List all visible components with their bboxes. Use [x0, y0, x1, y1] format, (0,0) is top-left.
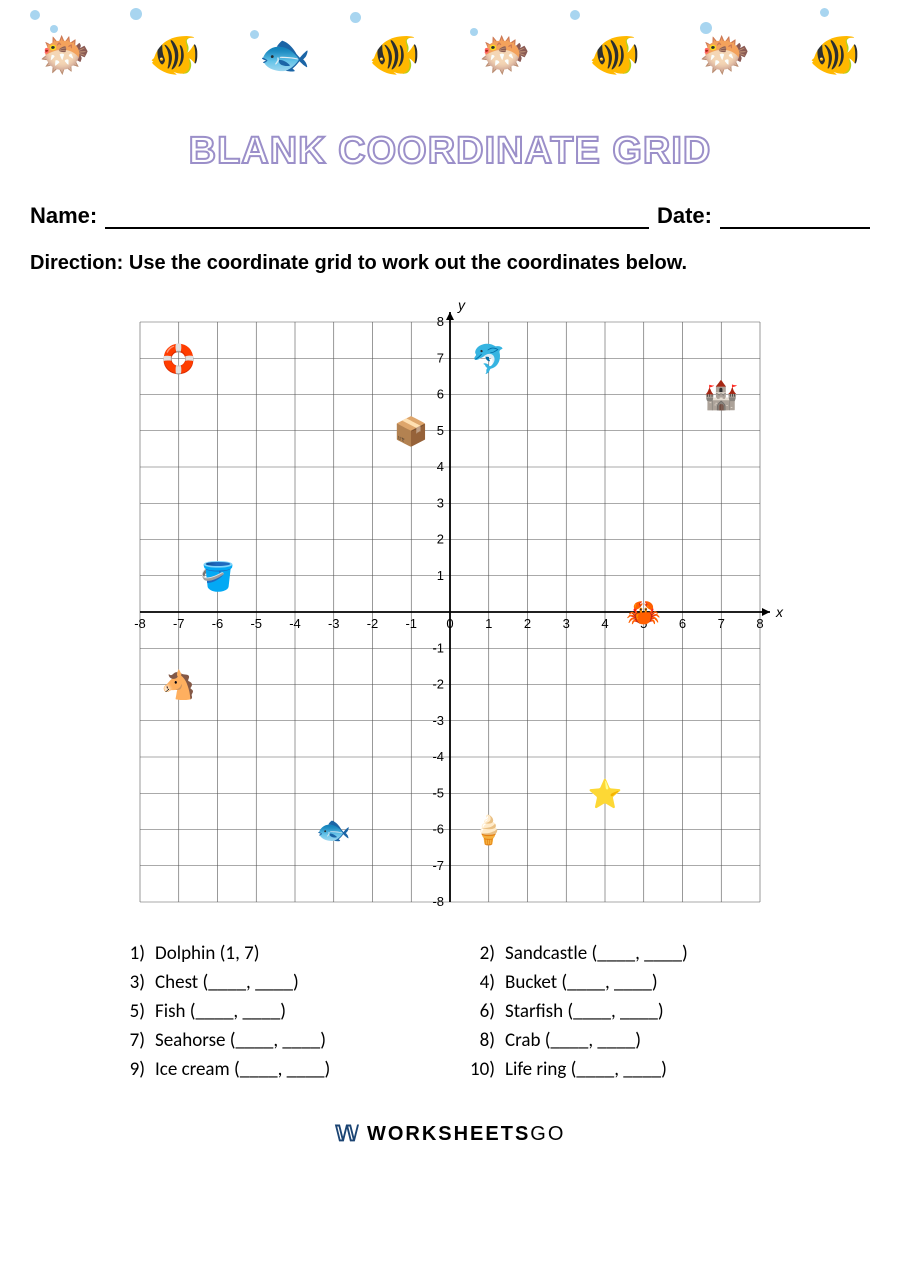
- svg-text:5: 5: [437, 423, 444, 438]
- svg-text:8: 8: [437, 314, 444, 329]
- question-label: Ice cream (____, ____): [155, 1058, 330, 1081]
- svg-text:7: 7: [718, 616, 725, 631]
- svg-text:🛟: 🛟: [161, 342, 196, 375]
- question-item: 3)Chest (____, ____): [120, 971, 430, 994]
- svg-text:-1: -1: [432, 640, 444, 655]
- name-input-line[interactable]: [105, 203, 649, 229]
- page-title: BLANK COORDINATE GRID: [0, 130, 900, 173]
- question-number: 3): [120, 971, 155, 994]
- coordinate-grid: xy-8-7-6-5-4-3-2-1012345678-8-7-6-5-4-3-…: [0, 292, 900, 932]
- question-number: 4): [470, 971, 505, 994]
- svg-text:-2: -2: [432, 677, 444, 692]
- question-label: Starfish (____, ____): [505, 1000, 664, 1023]
- question-item: 8)Crab (____, ____): [470, 1029, 780, 1052]
- svg-text:y: y: [457, 297, 466, 313]
- question-number: 9): [120, 1058, 155, 1081]
- fish-icon: 🐠: [149, 31, 201, 80]
- svg-text:🐟: 🐟: [316, 815, 351, 846]
- svg-text:6: 6: [679, 616, 686, 631]
- svg-text:x: x: [775, 604, 784, 620]
- svg-text:-6: -6: [212, 616, 224, 631]
- question-list: 1)Dolphin (1, 7) 2)Sandcastle (____, ____…: [0, 942, 900, 1081]
- question-item: 1)Dolphin (1, 7): [120, 942, 430, 965]
- svg-text:4: 4: [437, 459, 444, 474]
- fish-icon: 🐠: [369, 31, 421, 80]
- question-item: 4)Bucket (____, ____): [470, 971, 780, 994]
- question-number: 2): [470, 942, 505, 965]
- svg-text:4: 4: [601, 616, 608, 631]
- svg-text:2: 2: [524, 616, 531, 631]
- question-item: 7)Seahorse (____, ____): [120, 1029, 430, 1052]
- fish-icon: 🐠: [589, 31, 641, 80]
- svg-text:📦: 📦: [394, 415, 429, 448]
- question-label: Chest (____, ____): [155, 971, 299, 994]
- svg-text:7: 7: [437, 350, 444, 365]
- question-item: 6)Starfish (____, ____): [470, 1000, 780, 1023]
- fish-icon: 🐡: [479, 31, 531, 80]
- question-number: 8): [470, 1029, 505, 1052]
- svg-text:🍦: 🍦: [471, 814, 506, 847]
- date-input-line[interactable]: [720, 203, 870, 229]
- question-number: 1): [120, 942, 155, 965]
- svg-text:6: 6: [437, 387, 444, 402]
- name-label: Name:: [30, 203, 97, 229]
- svg-text:🪣: 🪣: [200, 560, 235, 593]
- svg-text:-7: -7: [432, 858, 444, 873]
- question-number: 7): [120, 1029, 155, 1052]
- direction-text: Direction: Use the coordinate grid to wo…: [0, 249, 900, 277]
- question-label: Seahorse (____, ____): [155, 1029, 326, 1052]
- question-label: Crab (____, ____): [505, 1029, 641, 1052]
- question-label: Sandcastle (____, ____): [505, 942, 688, 965]
- question-number: 5): [120, 1000, 155, 1023]
- brand-part3: GO: [530, 1123, 565, 1145]
- question-item: 2)Sandcastle (____, ____): [470, 942, 780, 965]
- svg-text:-2: -2: [367, 616, 379, 631]
- svg-text:-8: -8: [432, 894, 444, 909]
- svg-text:-4: -4: [289, 616, 301, 631]
- fish-banner: 🐡 🐠 🐟 🐠 🐡 🐠 🐡 🐠: [0, 0, 900, 110]
- fish-icon: 🐟: [259, 31, 311, 80]
- question-label: Life ring (____, ____): [505, 1058, 667, 1081]
- svg-text:🐴: 🐴: [161, 669, 196, 702]
- question-label: Fish (____, ____): [155, 1000, 286, 1023]
- svg-text:-8: -8: [134, 616, 146, 631]
- brand-part1: WORK: [367, 1123, 438, 1145]
- svg-text:1: 1: [437, 568, 444, 583]
- fish-icon: 🐡: [39, 31, 91, 80]
- svg-text:-5: -5: [432, 785, 444, 800]
- svg-text:-1: -1: [405, 616, 417, 631]
- question-item: 9)Ice cream (____, ____): [120, 1058, 430, 1081]
- svg-text:🏰: 🏰: [704, 380, 739, 412]
- question-item: 5)Fish (____, ____): [120, 1000, 430, 1023]
- svg-text:1: 1: [485, 616, 492, 631]
- svg-text:-5: -5: [250, 616, 262, 631]
- svg-text:0: 0: [446, 616, 453, 631]
- svg-text:-6: -6: [432, 822, 444, 837]
- svg-text:⭐: ⭐: [588, 777, 623, 809]
- footer-brand: 𝕎 WORKSHEETSGO: [0, 1121, 900, 1147]
- svg-text:2: 2: [437, 532, 444, 547]
- brand-logo-icon: 𝕎: [335, 1121, 361, 1147]
- question-item: 10)Life ring (____, ____): [470, 1058, 780, 1081]
- svg-text:🦀: 🦀: [626, 597, 661, 628]
- brand-part2: SHEETS: [438, 1123, 530, 1145]
- date-label: Date:: [657, 203, 712, 229]
- question-label: Dolphin (1, 7): [155, 942, 260, 965]
- question-number: 6): [470, 1000, 505, 1023]
- svg-text:8: 8: [756, 616, 763, 631]
- svg-text:-3: -3: [328, 616, 340, 631]
- svg-text:3: 3: [437, 495, 444, 510]
- svg-text:🐬: 🐬: [471, 341, 506, 375]
- question-number: 10): [470, 1058, 505, 1081]
- svg-text:-7: -7: [173, 616, 185, 631]
- svg-text:3: 3: [563, 616, 570, 631]
- fish-icon: 🐡: [699, 31, 751, 80]
- question-label: Bucket (____, ____): [505, 971, 658, 994]
- svg-text:-4: -4: [432, 749, 444, 764]
- svg-text:-3: -3: [432, 713, 444, 728]
- fish-icon: 🐠: [809, 31, 861, 80]
- meta-row: Name: Date:: [0, 203, 900, 229]
